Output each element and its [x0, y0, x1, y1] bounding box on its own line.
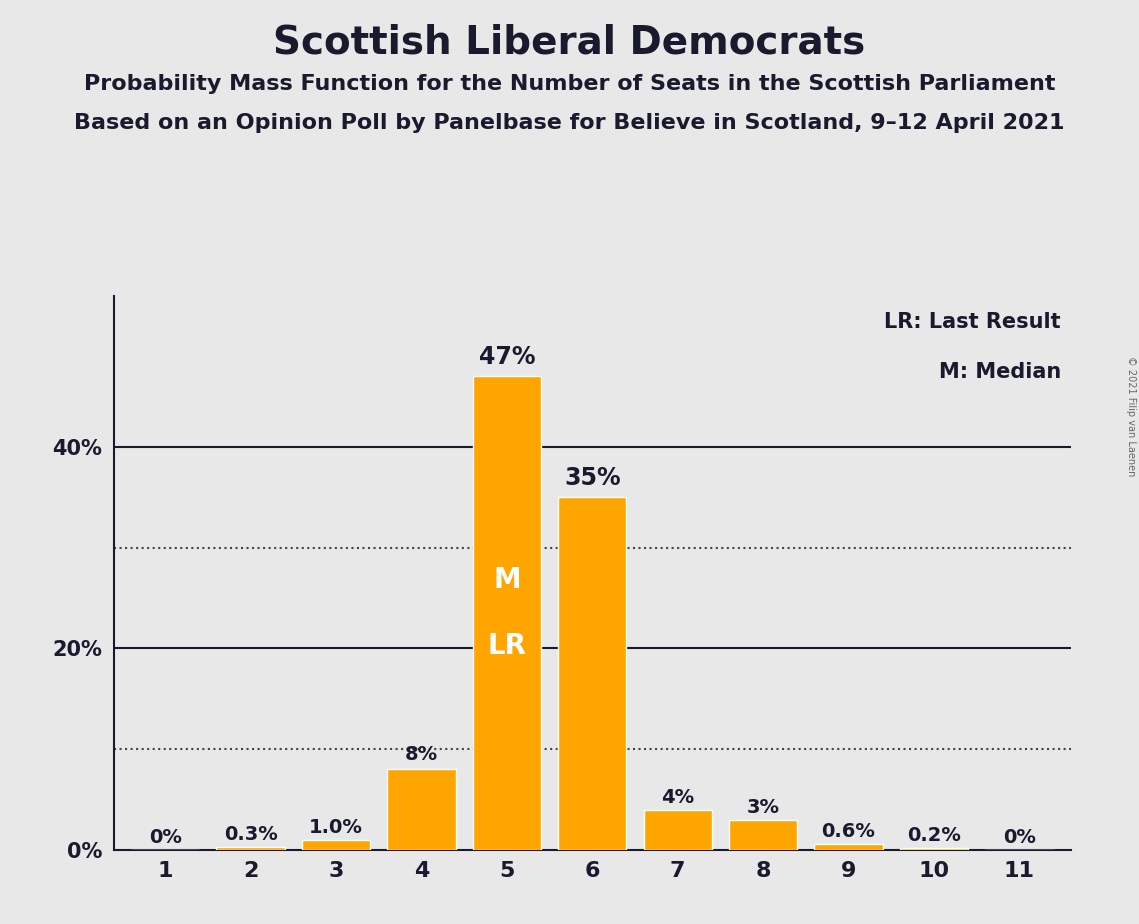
Text: LR: LR: [487, 632, 526, 661]
Bar: [814, 844, 883, 850]
Text: © 2021 Filip van Laenen: © 2021 Filip van Laenen: [1126, 356, 1136, 476]
Text: M: M: [493, 566, 521, 594]
Text: 3%: 3%: [747, 797, 779, 817]
Bar: [473, 376, 541, 850]
Bar: [644, 809, 712, 850]
Text: 47%: 47%: [478, 346, 535, 370]
Bar: [216, 847, 285, 850]
Text: 0.2%: 0.2%: [907, 826, 961, 845]
Text: 0%: 0%: [149, 828, 181, 847]
Bar: [729, 820, 797, 850]
Text: 0.3%: 0.3%: [223, 825, 278, 844]
Text: Probability Mass Function for the Number of Seats in the Scottish Parliament: Probability Mass Function for the Number…: [84, 74, 1055, 94]
Bar: [900, 848, 968, 850]
Text: Scottish Liberal Democrats: Scottish Liberal Democrats: [273, 23, 866, 61]
Bar: [387, 770, 456, 850]
Text: 0.6%: 0.6%: [821, 822, 876, 841]
Text: Based on an Opinion Poll by Panelbase for Believe in Scotland, 9–12 April 2021: Based on an Opinion Poll by Panelbase fo…: [74, 113, 1065, 133]
Text: M: Median: M: Median: [939, 362, 1062, 383]
Bar: [558, 497, 626, 850]
Text: 8%: 8%: [404, 746, 439, 764]
Text: 0%: 0%: [1003, 828, 1035, 847]
Text: LR: Last Result: LR: Last Result: [885, 312, 1062, 333]
Text: 1.0%: 1.0%: [309, 818, 363, 837]
Text: 4%: 4%: [661, 788, 695, 807]
Bar: [302, 840, 370, 850]
Text: 35%: 35%: [564, 467, 621, 491]
